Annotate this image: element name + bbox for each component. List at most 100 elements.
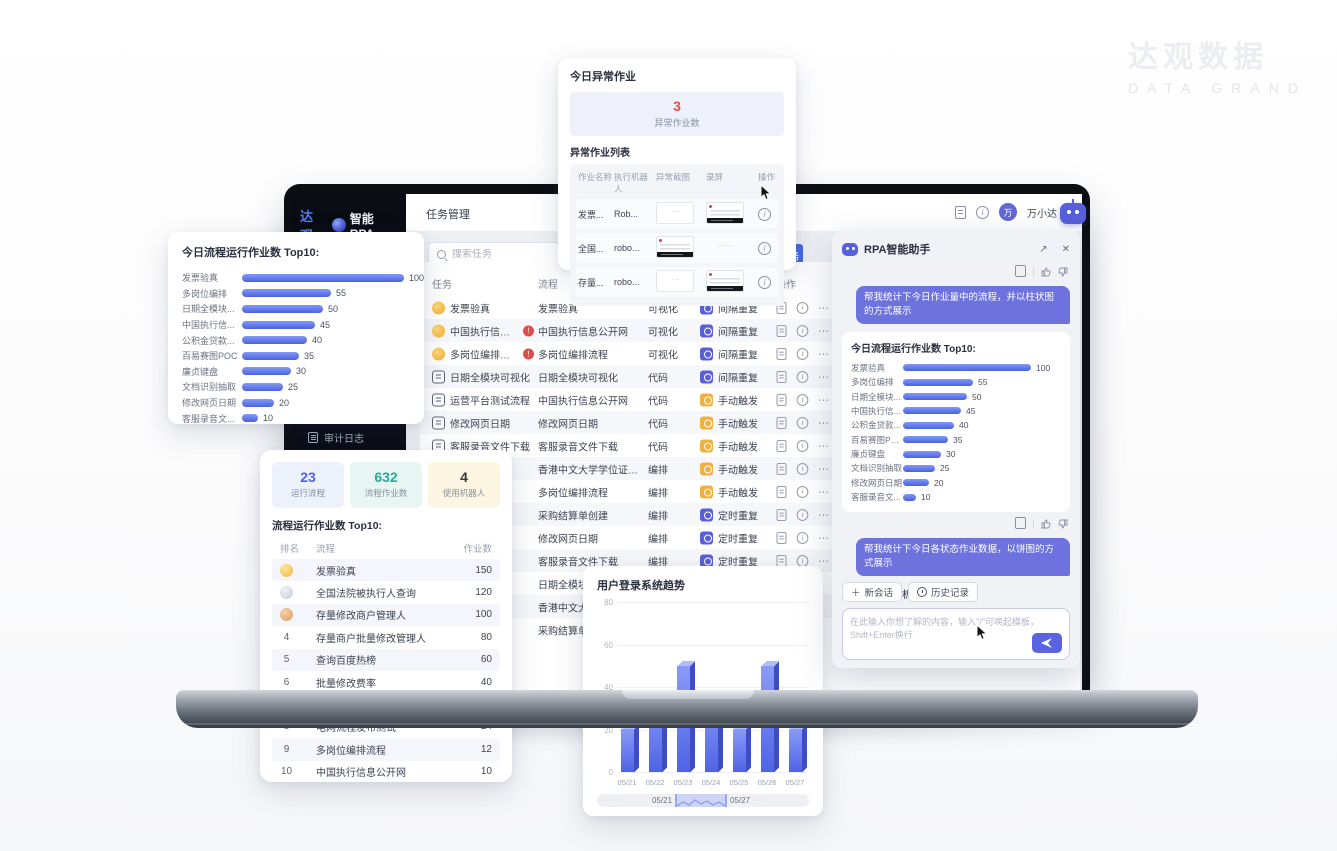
user-name[interactable]: 万小达 xyxy=(1027,208,1057,220)
anomaly-row[interactable]: 存量... robo... i xyxy=(576,267,778,297)
log-icon[interactable] xyxy=(776,416,787,429)
log-icon[interactable] xyxy=(776,347,787,360)
screenshot-thumbnail[interactable] xyxy=(656,202,694,224)
info-icon[interactable]: i xyxy=(796,324,809,337)
info-icon[interactable]: i xyxy=(796,531,809,544)
help-icon[interactable]: i xyxy=(976,205,989,219)
more-icon[interactable]: ⋯ xyxy=(818,555,830,567)
info-icon[interactable]: i xyxy=(758,207,771,221)
anomaly-count: 3 xyxy=(673,98,681,114)
more-icon[interactable]: ⋯ xyxy=(818,417,830,429)
recording-thumbnail[interactable] xyxy=(706,202,744,224)
info-icon[interactable]: i xyxy=(796,370,809,383)
more-icon[interactable]: ⋯ xyxy=(818,463,830,475)
trigger-label: 手动触发 xyxy=(718,488,758,499)
table-row[interactable]: 多岗位编排流程 编排 手动触发 i ⋯ xyxy=(420,480,1080,503)
log-icon[interactable] xyxy=(776,554,787,567)
trigger-label: 手动触发 xyxy=(718,396,758,407)
new-chat-button[interactable]: ＋ 新会话 xyxy=(842,582,903,602)
repeat-trigger-icon xyxy=(700,370,713,383)
log-icon[interactable] xyxy=(776,462,787,475)
more-icon[interactable]: ⋯ xyxy=(818,486,830,498)
thumbs-up-icon[interactable] xyxy=(1041,267,1051,277)
ranking-row[interactable]: 存量修改商户管理人 100 xyxy=(272,603,500,627)
flow-name: 修改网页日期 xyxy=(538,534,598,545)
send-button[interactable] xyxy=(1032,633,1062,653)
ranking-row[interactable]: 全国法院被执行人查询 120 xyxy=(272,581,500,603)
table-row[interactable]: 修改网页日期 编排 定时重复 i ⋯ xyxy=(420,526,1080,549)
bar-row: 多岗位编排 55 xyxy=(182,286,410,302)
bar xyxy=(242,289,331,298)
screenshot-thumbnail[interactable] xyxy=(656,236,694,258)
more-icon[interactable]: ⋯ xyxy=(818,440,830,452)
ranking-row[interactable]: 4 存量商户批量修改管理人 80 xyxy=(272,626,500,648)
trigger-cell: 定时重复 xyxy=(700,553,758,568)
sidebar-item-audit-log[interactable]: 审计日志 xyxy=(292,424,406,450)
table-row[interactable]: 多岗位编排流程! 多岗位编排流程 可视化 间隔重复 i ⋯ xyxy=(420,342,1080,365)
log-icon[interactable] xyxy=(776,324,787,337)
info-icon[interactable]: i xyxy=(796,554,809,567)
close-icon[interactable]: ✕ xyxy=(1061,243,1070,255)
table-row[interactable]: 客服录音文件下载 客服录音文件下载 代码 手动触发 i ⋯ xyxy=(420,434,1080,457)
info-icon[interactable]: i xyxy=(758,241,771,255)
copy-icon[interactable] xyxy=(1014,516,1026,530)
info-icon[interactable]: i xyxy=(796,485,809,498)
log-icon[interactable] xyxy=(776,439,787,452)
avatar[interactable]: 万 xyxy=(999,203,1017,221)
bar-value: 20 xyxy=(934,477,944,488)
more-icon[interactable]: ⋯ xyxy=(818,302,830,314)
ranking-row[interactable]: 5 查询百度热榜 60 xyxy=(272,648,500,671)
thumbs-up-icon[interactable] xyxy=(1041,519,1051,529)
log-icon[interactable] xyxy=(776,370,787,383)
ranking-row[interactable]: 6 批量修改费率 40 xyxy=(272,671,500,693)
info-icon[interactable]: i xyxy=(796,462,809,475)
assistant-launcher-robot-icon[interactable] xyxy=(1060,199,1086,224)
more-icon[interactable]: ⋯ xyxy=(818,394,830,406)
open-in-window-icon[interactable]: ↗ xyxy=(1039,243,1048,255)
recording-thumbnail[interactable] xyxy=(706,270,744,292)
table-row[interactable]: 运营平台测试流程 中国执行信息公开网 代码 手动触发 i ⋯ xyxy=(420,388,1080,411)
datazoom-selected-window[interactable] xyxy=(675,794,728,807)
divider xyxy=(1033,519,1034,530)
x-tick-label: 05/27 xyxy=(785,778,805,787)
stats-table-body: 发票验真 150 全国法院被执行人查询 120 存量修改商户管理人 100 4 存量商户批量修… xyxy=(272,559,500,783)
info-icon[interactable]: i xyxy=(796,416,809,429)
ranking-row[interactable]: 10 中国执行信息公开网 10 xyxy=(272,761,500,783)
info-icon[interactable]: i xyxy=(796,508,809,521)
ranking-row[interactable]: 9 多岗位编排流程 12 xyxy=(272,738,500,761)
more-icon[interactable]: ⋯ xyxy=(818,348,830,360)
bar-label: 文档识别抽取 xyxy=(851,463,903,474)
col-robot: 执行机器人 xyxy=(614,172,649,194)
more-icon[interactable]: ⋯ xyxy=(818,509,830,521)
info-icon[interactable]: i xyxy=(796,439,809,452)
anomaly-row[interactable]: 发票... Rob... i xyxy=(576,199,778,229)
info-icon[interactable]: i xyxy=(796,301,809,314)
log-icon[interactable] xyxy=(776,508,787,521)
info-icon[interactable]: i xyxy=(758,275,771,289)
chat-input[interactable] xyxy=(850,615,1062,641)
more-icon[interactable]: ⋯ xyxy=(818,325,830,337)
flow-type: 代码 xyxy=(648,396,668,407)
anomaly-row[interactable]: 全国... robo... i xyxy=(576,233,778,263)
bar-3d xyxy=(733,729,746,772)
recording-thumbnail[interactable] xyxy=(706,236,744,258)
trend-datazoom-slider[interactable]: ···· ···· 05/21 05/27 ····· xyxy=(597,794,809,807)
col-ops: 操作 xyxy=(776,280,796,291)
more-icon[interactable]: ⋯ xyxy=(818,532,830,544)
tab-task-management[interactable]: 任务管理 xyxy=(426,209,470,221)
screenshot-thumbnail[interactable] xyxy=(656,270,694,292)
log-icon[interactable] xyxy=(776,485,787,498)
thumbs-down-icon[interactable] xyxy=(1058,519,1068,529)
more-icon[interactable]: ⋯ xyxy=(818,371,830,383)
document-icon[interactable] xyxy=(955,205,966,219)
history-button[interactable]: 历史记录 xyxy=(908,582,979,602)
log-icon[interactable] xyxy=(776,393,787,406)
flow-type: 编排 xyxy=(648,534,668,545)
log-icon[interactable] xyxy=(776,531,787,544)
info-icon[interactable]: i xyxy=(796,347,809,360)
copy-icon[interactable] xyxy=(1014,264,1026,277)
ranking-row[interactable]: 发票验真 150 xyxy=(272,559,500,582)
rank-cell: 5 xyxy=(280,654,316,665)
info-icon[interactable]: i xyxy=(796,393,809,406)
thumbs-down-icon[interactable] xyxy=(1058,267,1068,277)
